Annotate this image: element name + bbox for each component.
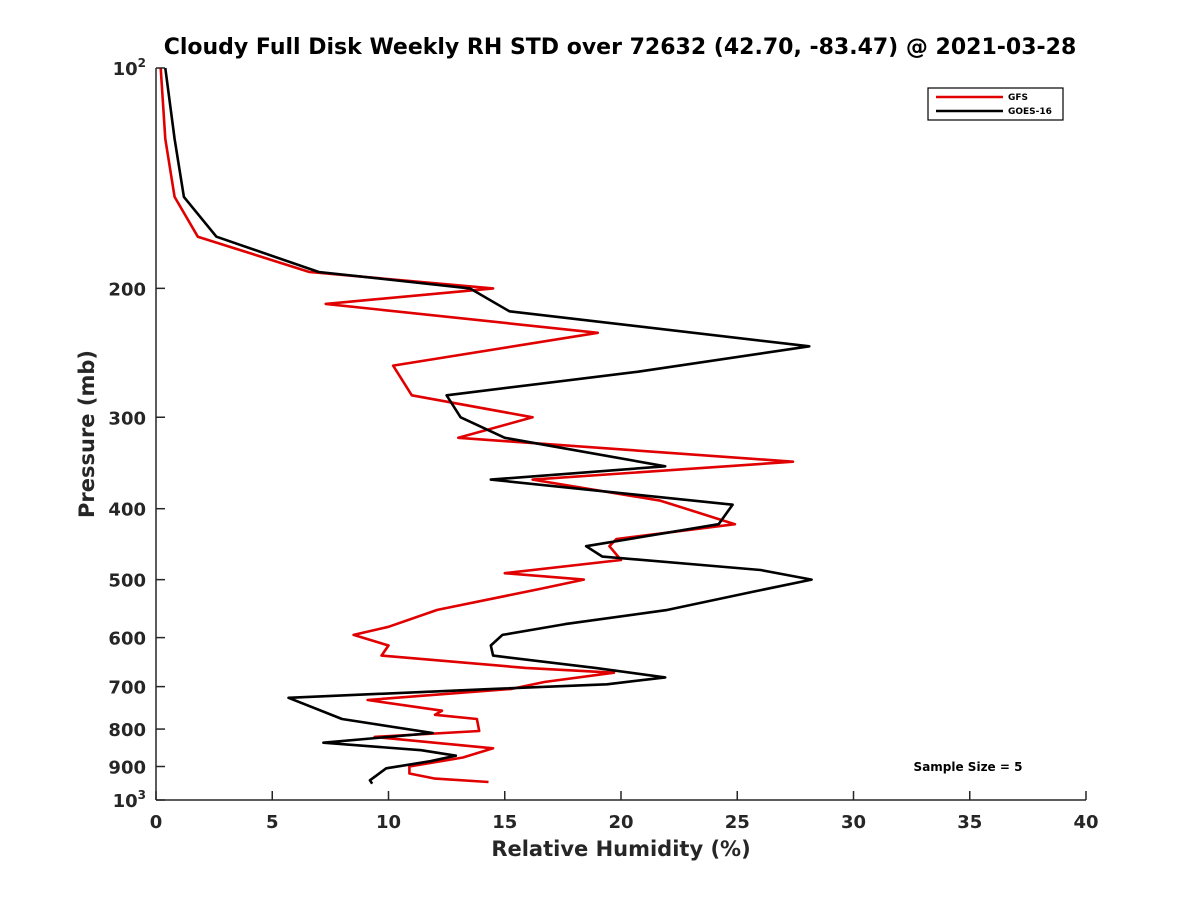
legend: GFS GOES-16 bbox=[927, 87, 1064, 121]
x-tick-label: 25 bbox=[725, 812, 750, 833]
x-tick-label: 0 bbox=[150, 812, 163, 833]
y-tick-label: 900 bbox=[108, 758, 146, 779]
y-tick-label: 700 bbox=[108, 678, 146, 699]
x-tick-label: 20 bbox=[608, 812, 633, 833]
y-tick-label: 800 bbox=[108, 720, 146, 741]
x-tick-label: 10 bbox=[376, 812, 401, 833]
y-tick-label: 600 bbox=[108, 629, 146, 650]
series-layer bbox=[159, 67, 813, 785]
x-tick-label: 30 bbox=[841, 812, 866, 833]
y-tick-label: 103 bbox=[113, 788, 146, 812]
plot-area bbox=[156, 68, 1086, 800]
y-axis-label: Pressure (mb) bbox=[75, 350, 99, 518]
y-tick-label: 500 bbox=[108, 571, 146, 592]
x-tick-label: 5 bbox=[266, 812, 279, 833]
x-tick-label: 15 bbox=[492, 812, 517, 833]
x-tick-label: 40 bbox=[1073, 812, 1098, 833]
y-tick-label: 400 bbox=[108, 500, 146, 521]
chart-title: Cloudy Full Disk Weekly RH STD over 7263… bbox=[164, 35, 1077, 60]
y-ticks: 102 200 300 400 500 600 700 800 900 103 bbox=[108, 56, 165, 812]
x-axis-label: Relative Humidity (%) bbox=[491, 837, 750, 861]
y-tick-label: 200 bbox=[108, 279, 146, 300]
sample-size-annotation: Sample Size = 5 bbox=[914, 760, 1023, 774]
legend-label-goes16: GOES-16 bbox=[1008, 107, 1052, 117]
x-ticks: 0 5 10 15 20 25 30 35 40 bbox=[150, 791, 1099, 833]
legend-box bbox=[927, 87, 1064, 121]
legend-label-gfs: GFS bbox=[1008, 93, 1028, 103]
series-line-goes16 bbox=[164, 67, 813, 785]
y-tick-label: 102 bbox=[113, 56, 146, 80]
y-tick-label: 300 bbox=[108, 408, 146, 429]
series-line-gfs bbox=[159, 67, 795, 784]
x-tick-label: 35 bbox=[957, 812, 982, 833]
